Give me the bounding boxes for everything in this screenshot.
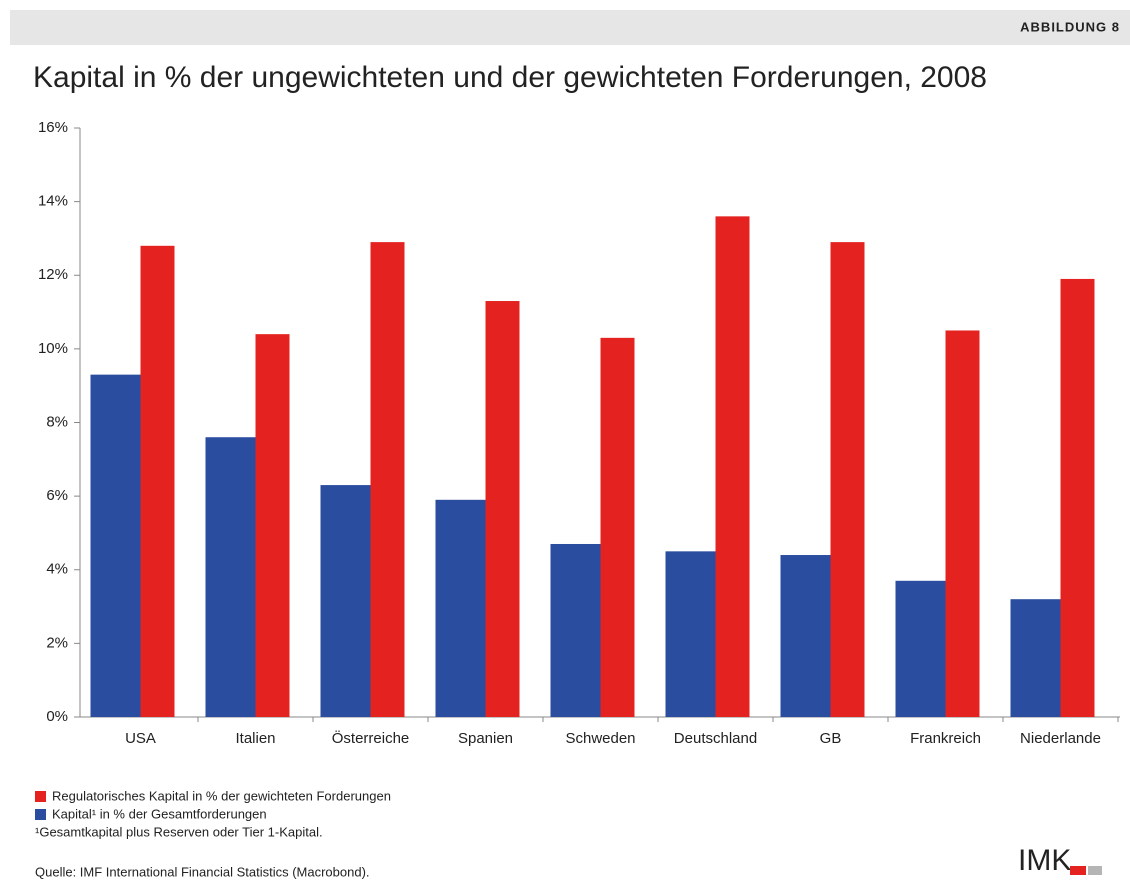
y-tick-label: 8% [46, 413, 68, 430]
x-tick-label: USA [125, 730, 156, 747]
bar [780, 555, 831, 717]
x-tick-label: Deutschland [674, 730, 757, 747]
bar [665, 551, 716, 717]
y-tick-label: 12% [38, 266, 68, 283]
y-tick-label: 2% [46, 634, 68, 651]
x-tick-label: Schweden [565, 730, 635, 747]
bar [255, 334, 290, 717]
x-tick-label: Niederlande [1020, 730, 1101, 747]
bar [435, 499, 486, 717]
bar [205, 437, 256, 717]
x-tick-label: Italien [235, 730, 275, 747]
x-tick-label: Österreiche [332, 729, 410, 747]
y-tick-label: 16% [38, 119, 68, 136]
bar [1060, 278, 1095, 717]
y-tick-label: 10% [38, 340, 68, 357]
y-tick-label: 6% [46, 487, 68, 504]
bar [945, 330, 980, 717]
x-tick-label: Spanien [458, 730, 513, 747]
legend-label: Regulatorisches Kapital in % der gewicht… [52, 788, 391, 803]
bar [485, 301, 520, 717]
bar [140, 245, 175, 718]
bar [320, 485, 371, 717]
bar [90, 374, 141, 717]
footnote: ¹Gesamtkapital plus Reserven oder Tier 1… [35, 824, 323, 839]
bar [370, 242, 405, 717]
legend-swatch [35, 791, 46, 802]
header: ABBILDUNG 8 [1020, 19, 1120, 34]
bar [550, 543, 601, 717]
logo: IMK [1018, 844, 1071, 877]
chart-title: Kapital in % der ungewichteten und der g… [33, 61, 987, 94]
bar [1010, 599, 1061, 717]
bar [600, 337, 635, 717]
y-tick-label: 14% [38, 193, 68, 210]
logo-mark [1070, 866, 1086, 875]
x-tick-label: GB [820, 730, 842, 747]
legend-label: Kapital¹ in % der Gesamtforderungen [52, 806, 267, 821]
legend-swatch [35, 809, 46, 820]
source: Quelle: IMF International Financial Stat… [35, 864, 370, 879]
header-bar [10, 10, 1130, 45]
logo-mark [1088, 866, 1102, 875]
y-tick-label: 0% [46, 708, 68, 725]
x-tick-label: Frankreich [910, 730, 981, 747]
bar [830, 242, 865, 717]
bar [895, 580, 946, 717]
bar [715, 216, 750, 717]
y-tick-label: 4% [46, 561, 68, 578]
